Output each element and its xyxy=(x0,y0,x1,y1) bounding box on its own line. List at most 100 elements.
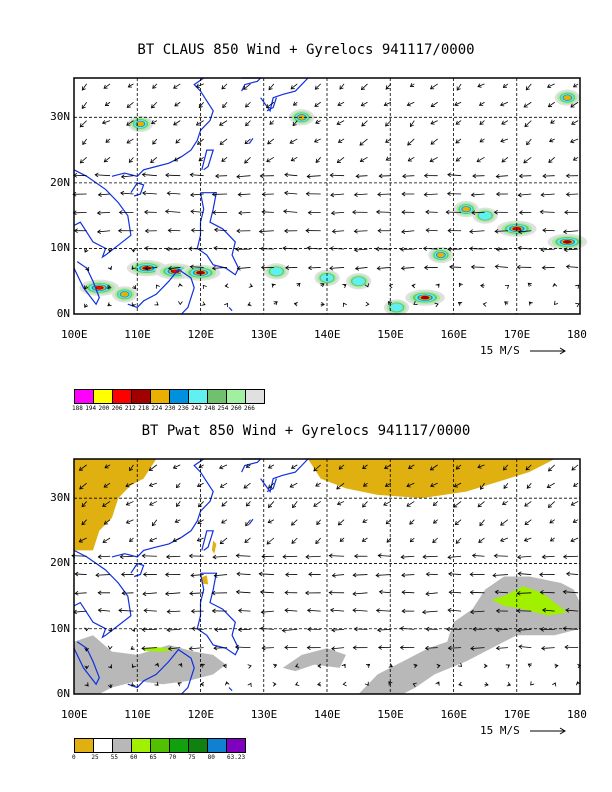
wind-vector xyxy=(307,265,321,271)
colorbar-swatch xyxy=(226,738,246,753)
wind-vector xyxy=(167,228,181,233)
colorbar-label: 224 xyxy=(151,405,163,412)
wind-vector xyxy=(540,247,555,253)
wind-vector xyxy=(375,246,391,252)
coastline xyxy=(73,169,132,259)
wind-vector xyxy=(97,554,111,560)
wind-vector xyxy=(409,519,415,525)
wind-vector xyxy=(499,101,509,107)
wind-vector xyxy=(219,120,228,126)
wind-vector xyxy=(478,537,485,543)
wind-vector xyxy=(200,663,205,668)
wind-vector xyxy=(285,265,298,271)
wind-vector xyxy=(478,101,485,106)
wind-vector xyxy=(202,284,207,289)
wind-vector xyxy=(388,663,393,668)
wind-vector xyxy=(338,464,345,470)
wind-vector xyxy=(142,591,157,597)
wind-vector xyxy=(565,264,579,270)
wind-vector xyxy=(236,571,251,577)
coastline xyxy=(127,268,195,315)
wind-vector xyxy=(328,553,345,559)
wind-vector xyxy=(315,119,321,124)
wind-vector xyxy=(79,120,87,128)
convection-cell xyxy=(112,286,138,303)
wind-vector xyxy=(550,119,555,124)
x-tick-label: 120E xyxy=(187,328,215,341)
wind-vector xyxy=(504,284,510,289)
wind-vector xyxy=(553,300,559,305)
wind-vector xyxy=(222,102,228,109)
wind-vector xyxy=(150,157,158,164)
wind-vector xyxy=(435,283,440,288)
wind-vector xyxy=(258,571,274,577)
wind-vector xyxy=(314,83,321,90)
wind-vector xyxy=(336,501,345,506)
colorbar-swatch xyxy=(112,389,132,404)
wind-vector xyxy=(401,608,415,614)
x-tick-label: 160E xyxy=(440,708,468,721)
convection-cell xyxy=(314,269,340,287)
wind-vector xyxy=(79,157,87,164)
x-tick-label: 160E xyxy=(440,328,468,341)
coastline xyxy=(266,97,277,112)
wind-vector xyxy=(429,464,438,471)
wind-vector xyxy=(564,210,579,215)
wind-vector xyxy=(174,101,181,107)
wind-vector xyxy=(291,537,298,544)
wind-vector xyxy=(131,682,136,687)
coastline xyxy=(260,458,309,494)
wind-vector xyxy=(425,227,438,233)
wind-vector xyxy=(284,608,298,613)
wind-vector xyxy=(74,591,87,596)
wind-vector xyxy=(359,156,368,163)
wind-vector xyxy=(375,572,391,578)
wind-vector xyxy=(562,554,579,560)
wind-vector xyxy=(385,83,392,90)
wind-vector xyxy=(523,156,532,164)
wind-vector xyxy=(268,83,275,91)
wind-vector xyxy=(539,627,555,632)
wind-vector xyxy=(378,589,391,595)
wind-vector xyxy=(95,572,111,578)
wind-vector xyxy=(470,646,485,651)
wind-vector xyxy=(495,608,508,614)
wind-vector xyxy=(103,482,111,488)
wind-vector xyxy=(178,662,183,668)
wind-vector xyxy=(447,172,462,178)
coastline xyxy=(248,518,254,525)
wind-vector xyxy=(191,626,204,631)
wind-vector xyxy=(131,302,136,307)
wind-vector xyxy=(453,501,462,508)
wind-vector xyxy=(219,537,228,545)
wind-vector xyxy=(190,608,204,614)
wind-vector xyxy=(261,645,274,651)
wind-vector xyxy=(495,174,508,179)
wind-vector xyxy=(320,283,325,288)
wind-vector xyxy=(117,228,134,234)
wind-vector xyxy=(313,464,321,472)
wind-vector xyxy=(330,210,345,216)
wind-vector xyxy=(541,265,555,271)
wind-vector xyxy=(363,482,368,487)
colorbar-label: 75 xyxy=(188,754,196,761)
wind-vector xyxy=(575,284,580,289)
wind-vector xyxy=(422,554,438,560)
wind-vector xyxy=(267,519,275,524)
colorbar-swatch xyxy=(169,738,189,753)
wind-vector xyxy=(79,482,87,490)
colorbar-label: 200 xyxy=(98,405,110,412)
wind-vector xyxy=(455,120,462,125)
panel2-title: BT Pwat 850 Wind + Gyrelocs 941117/0000 xyxy=(141,423,471,439)
wind-vector xyxy=(284,590,298,595)
wind-vector xyxy=(342,284,347,289)
wind-vector xyxy=(119,554,134,560)
wind-vector xyxy=(385,156,392,161)
wind-vector xyxy=(289,482,298,488)
wind-vector xyxy=(432,501,438,507)
wind-vector xyxy=(562,229,579,235)
wind-vector xyxy=(434,302,439,308)
wind-vector xyxy=(167,266,181,271)
wind-vector xyxy=(282,245,298,251)
wind-vector xyxy=(362,464,368,469)
